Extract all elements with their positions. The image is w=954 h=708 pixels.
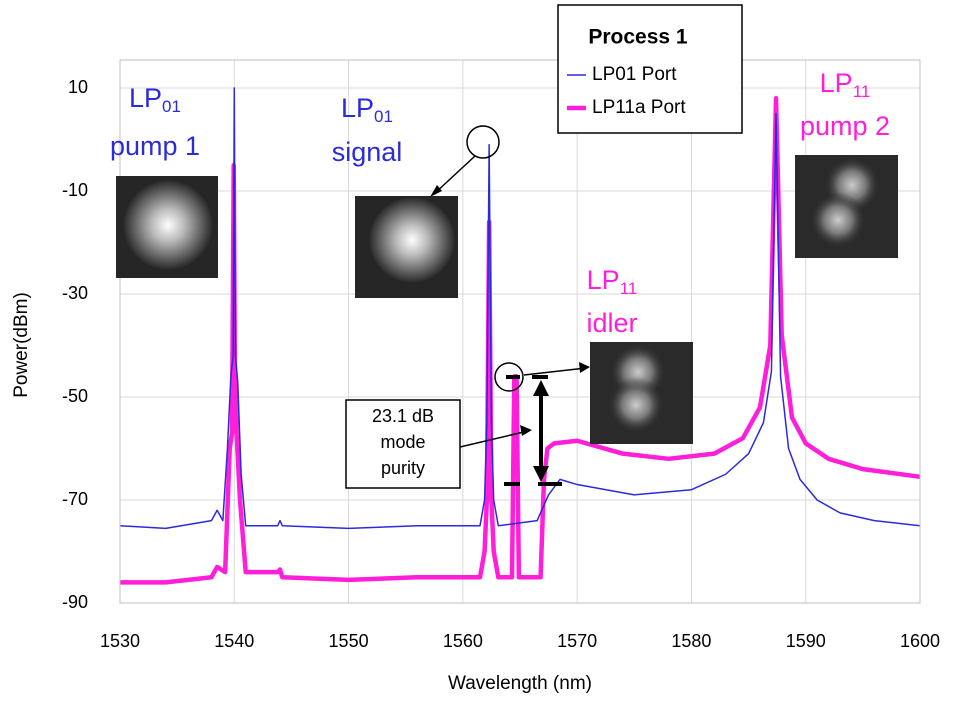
callout: 23.1 dB mode purity bbox=[345, 399, 461, 489]
legend-label: LP01 Port bbox=[592, 64, 677, 85]
mode-image bbox=[795, 155, 898, 258]
y-tick-label: 10 bbox=[68, 77, 88, 97]
legend: Process 1 LP01 Port LP11a Port bbox=[557, 4, 743, 134]
arrowheads bbox=[430, 185, 590, 482]
callout-text: purity bbox=[381, 458, 425, 478]
callout-text: 23.1 dB bbox=[372, 406, 434, 426]
annotation-sub: 01 bbox=[162, 97, 181, 116]
annotation-main: LP bbox=[129, 83, 162, 113]
x-tick-label: 1580 bbox=[671, 631, 711, 651]
mode-image bbox=[116, 176, 218, 278]
y-tick-label: -70 bbox=[62, 489, 88, 509]
x-tick-label: 1570 bbox=[557, 631, 597, 651]
annotation-sub: 11 bbox=[620, 279, 638, 298]
annotation: LP01 bbox=[341, 93, 393, 126]
annotation-sub: 11 bbox=[853, 82, 871, 101]
annotation-line2: pump 1 bbox=[110, 131, 200, 161]
y-axis-label: Power(dBm) bbox=[11, 292, 32, 398]
annotation-line2: idler bbox=[586, 308, 637, 338]
x-tick-label: 1560 bbox=[443, 631, 483, 651]
annotation-line2: pump 2 bbox=[800, 111, 890, 141]
y-tick-label: -30 bbox=[62, 283, 88, 303]
x-tick-label: 1530 bbox=[100, 631, 140, 651]
level-marks bbox=[504, 375, 562, 486]
x-tick-label: 1540 bbox=[214, 631, 254, 651]
x-tick-label: 1550 bbox=[329, 631, 369, 651]
annotation-main: LP bbox=[820, 68, 853, 98]
plot-frame bbox=[119, 59, 921, 604]
x-axis-label: Wavelength (nm) bbox=[448, 673, 592, 694]
y-tick-label: -10 bbox=[62, 180, 88, 200]
annotation-main: LP bbox=[341, 93, 374, 123]
annotation-main: LP bbox=[587, 265, 620, 295]
x-tick-label: 1590 bbox=[786, 631, 826, 651]
mode-image bbox=[590, 342, 693, 444]
annotation: LP01 bbox=[129, 83, 181, 116]
y-tick-label: -50 bbox=[62, 386, 88, 406]
annotation: LP11 bbox=[820, 68, 871, 101]
x-tick-label: 1600 bbox=[900, 631, 940, 651]
callout-text: mode bbox=[380, 432, 425, 452]
series-line bbox=[119, 87, 921, 530]
series-line bbox=[120, 96, 921, 585]
legend-title: Process 1 bbox=[588, 26, 688, 49]
annotation: LP11 bbox=[587, 265, 638, 298]
mode-image bbox=[355, 196, 458, 298]
annotation-line2: signal bbox=[332, 137, 403, 167]
legend-label: LP11a Port bbox=[592, 97, 686, 118]
annotation-shapes bbox=[433, 125, 587, 448]
y-tick-label: -90 bbox=[62, 592, 88, 612]
annotation-sub: 01 bbox=[374, 107, 393, 126]
